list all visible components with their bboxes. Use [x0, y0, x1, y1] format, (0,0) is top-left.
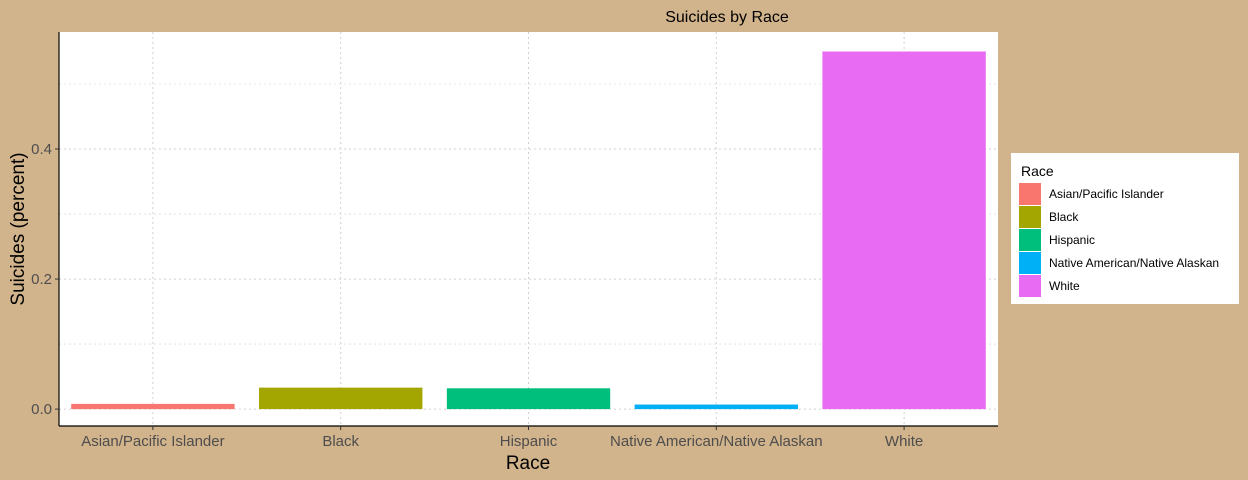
legend-item: Asian/Pacific Islander [1019, 183, 1237, 205]
y-tick-label: 0.0 [31, 401, 52, 418]
bar [822, 51, 986, 410]
legend-label: White [1049, 279, 1080, 293]
legend-item: Native American/Native Alaskan [1019, 252, 1237, 274]
bar [446, 388, 611, 410]
legend-key-swatch [1019, 275, 1041, 297]
x-tick-label: Native American/Native Alaskan [610, 433, 823, 450]
bar [634, 404, 798, 410]
y-tick-label: 0.4 [31, 141, 52, 158]
legend-key-swatch [1019, 206, 1041, 228]
legend-key-swatch [1019, 183, 1041, 205]
legend-key-swatch [1019, 252, 1041, 274]
y-axis-title: Suicides (percent) [8, 152, 29, 305]
y-tick-layer: 0.0 0.2 0.4 [31, 141, 59, 418]
x-tick-layer: Asian/Pacific Islander Black Hispanic Nativ… [81, 426, 923, 450]
legend-item: White [1019, 275, 1237, 297]
x-tick-label: White [885, 433, 923, 450]
legend-title: Race [1021, 163, 1054, 179]
x-tick-label: Black [322, 433, 359, 450]
bar [71, 403, 235, 410]
legend-key-swatch [1019, 229, 1041, 251]
legend-label: Hispanic [1049, 233, 1096, 247]
x-tick-label: Asian/Pacific Islander [81, 433, 224, 450]
y-tick-label: 0.2 [31, 271, 52, 288]
x-axis-title: Race [506, 453, 550, 474]
legend-item: Black [1019, 206, 1237, 228]
legend-label: Native American/Native Alaskan [1049, 256, 1220, 270]
legend: Race Asian/Pacific Islander Black Hispanic… [1011, 153, 1239, 304]
bar-layer [71, 51, 986, 410]
x-tick-label: Hispanic [500, 433, 558, 450]
legend-item: Hispanic [1019, 229, 1237, 251]
bar [259, 387, 423, 410]
chart-title: Suicides by Race [665, 9, 789, 26]
legend-label: Black [1049, 210, 1079, 224]
legend-label: Asian/Pacific Islander [1049, 187, 1164, 201]
